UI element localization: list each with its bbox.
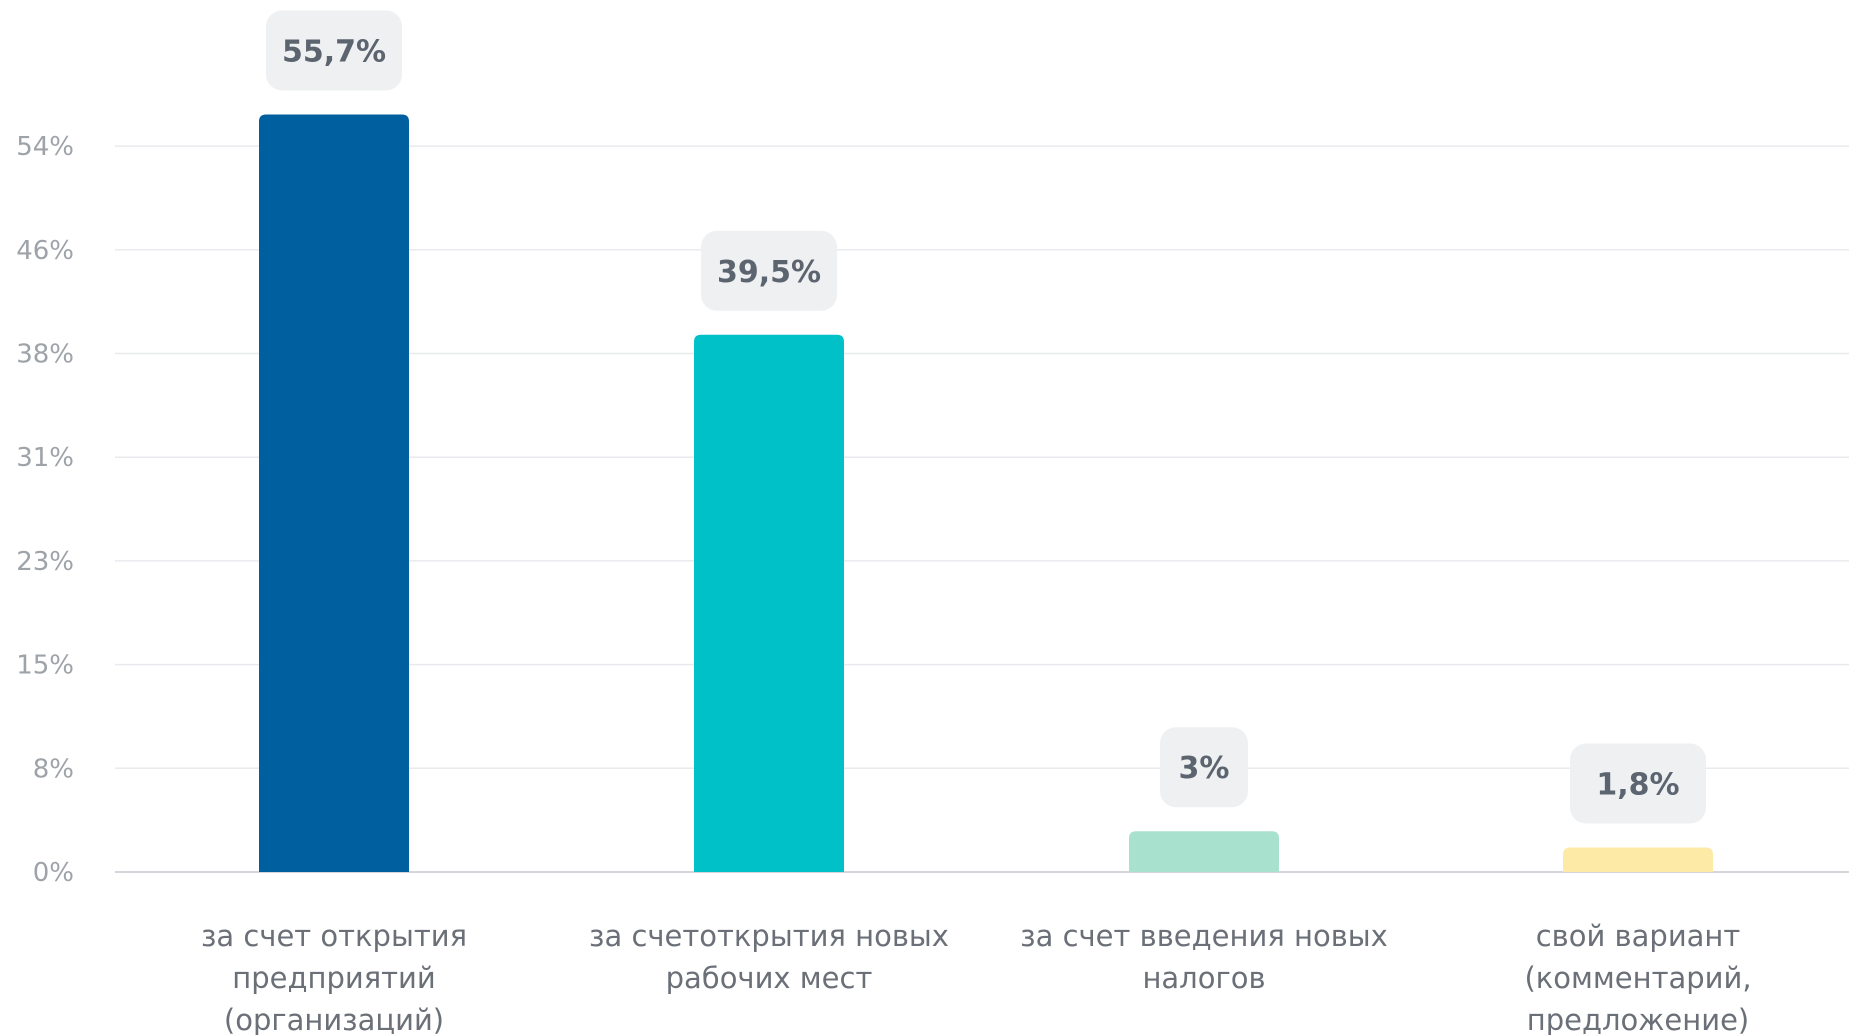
y-axis-tick-labels: 0% 8% 15% 23% 31% 38% 46% 54% bbox=[16, 132, 74, 888]
y-tick-label: 23% bbox=[16, 547, 74, 577]
y-tick-label: 31% bbox=[16, 443, 74, 473]
data-label-bubble bbox=[701, 230, 837, 311]
data-label: 55,7% bbox=[282, 34, 386, 69]
data-label-bubble bbox=[266, 10, 402, 91]
x-axis-category-labels: за счет открытия предприятий (организаций)… bbox=[201, 919, 1752, 1035]
bar bbox=[259, 114, 409, 873]
bar bbox=[1129, 831, 1279, 872]
data-labels: 55,7% 39,5% 3% 1,8% bbox=[266, 10, 1706, 824]
data-label-bubble bbox=[1570, 743, 1706, 824]
y-tick-label: 15% bbox=[16, 651, 74, 681]
data-label-bubble bbox=[1160, 727, 1248, 808]
bars bbox=[259, 114, 1713, 873]
data-label: 1,8% bbox=[1596, 768, 1679, 803]
x-tick-label: за счет открытия предприятий (организаций) bbox=[201, 919, 467, 1035]
y-tick-label: 38% bbox=[16, 340, 74, 370]
y-tick-label: 0% bbox=[33, 858, 74, 888]
data-label: 39,5% bbox=[717, 255, 821, 290]
x-tick-label: за счетоткрытия новых рабочих мест bbox=[589, 919, 949, 995]
x-tick-label: за счет введения новых налогов bbox=[1020, 919, 1388, 995]
y-tick-label: 46% bbox=[16, 236, 74, 266]
bar bbox=[694, 334, 844, 872]
data-label: 3% bbox=[1179, 751, 1230, 786]
y-tick-label: 8% bbox=[33, 754, 74, 784]
y-tick-label: 54% bbox=[16, 132, 74, 162]
bar bbox=[1563, 847, 1713, 872]
x-tick-label: свой вариант (комментарий, предложение) bbox=[1524, 919, 1751, 1035]
